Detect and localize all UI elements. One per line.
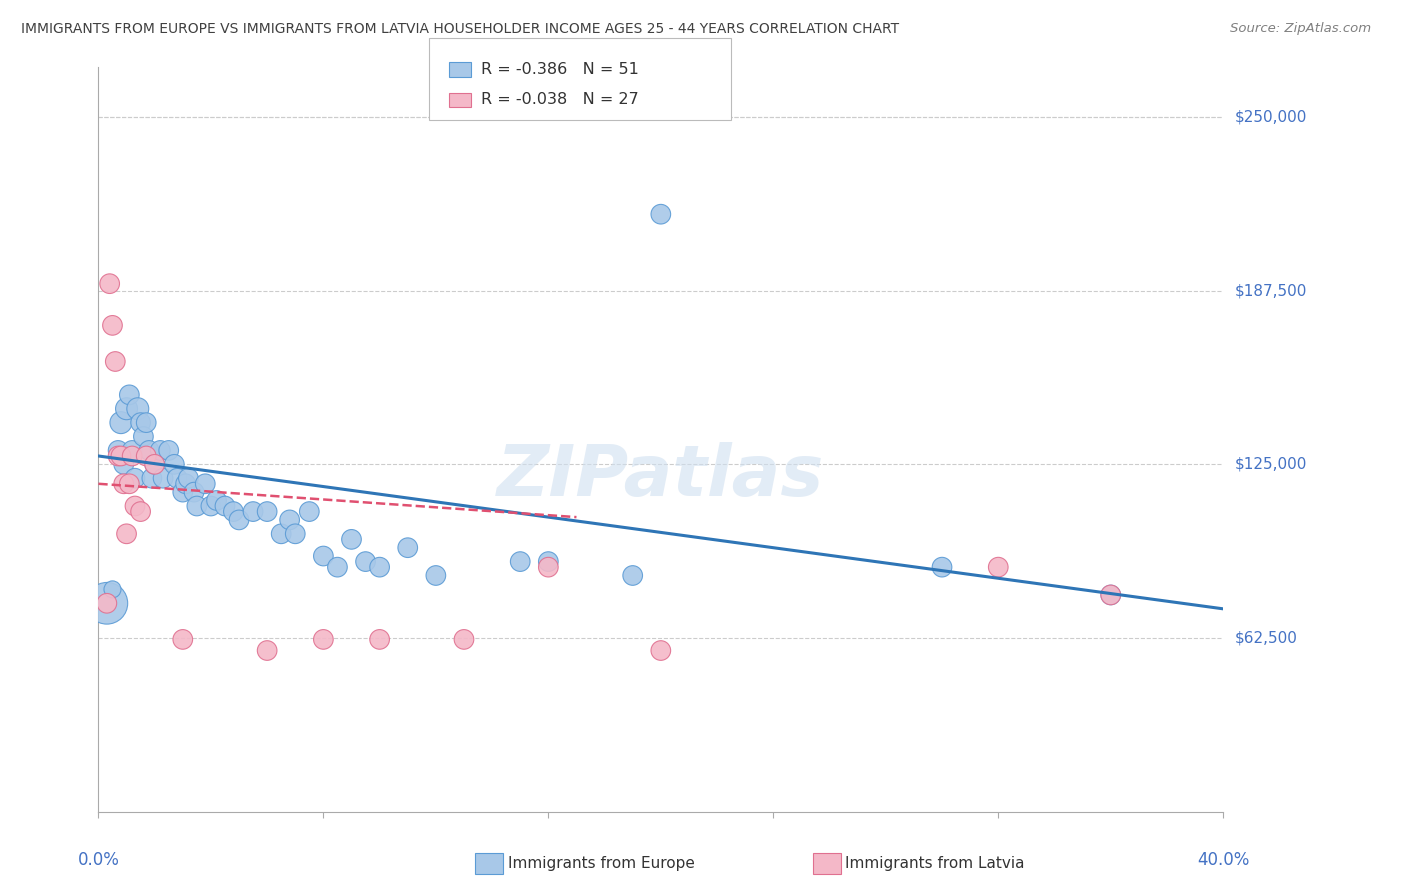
Point xyxy=(149,443,172,458)
Point xyxy=(166,471,188,485)
Point xyxy=(368,560,391,574)
Text: IMMIGRANTS FROM EUROPE VS IMMIGRANTS FROM LATVIA HOUSEHOLDER INCOME AGES 25 - 44: IMMIGRANTS FROM EUROPE VS IMMIGRANTS FRO… xyxy=(21,22,900,37)
Point xyxy=(222,505,245,519)
Point xyxy=(157,443,180,458)
Point xyxy=(143,458,166,472)
Point xyxy=(312,632,335,647)
Text: $62,500: $62,500 xyxy=(1234,631,1298,646)
Point xyxy=(96,596,118,610)
Point xyxy=(650,643,672,657)
Point xyxy=(135,449,157,463)
Point xyxy=(98,277,121,291)
Point xyxy=(129,416,152,430)
Text: R = -0.386   N = 51: R = -0.386 N = 51 xyxy=(481,62,638,77)
Point xyxy=(112,458,135,472)
Point xyxy=(228,513,250,527)
Point xyxy=(183,485,205,500)
Point xyxy=(621,568,644,582)
Point xyxy=(107,443,129,458)
Point xyxy=(931,560,953,574)
Point xyxy=(135,416,157,430)
Point xyxy=(141,471,163,485)
Point xyxy=(152,471,174,485)
Point xyxy=(1099,588,1122,602)
Point xyxy=(312,549,335,563)
Text: 0.0%: 0.0% xyxy=(77,851,120,869)
Point xyxy=(278,513,301,527)
Point xyxy=(650,207,672,221)
Text: ZIPatlas: ZIPatlas xyxy=(498,442,824,511)
Point xyxy=(110,449,132,463)
Text: $125,000: $125,000 xyxy=(1234,457,1306,472)
Point xyxy=(354,555,377,569)
Point xyxy=(425,568,447,582)
Point xyxy=(186,499,208,513)
Point xyxy=(124,471,146,485)
Point xyxy=(138,443,160,458)
Point xyxy=(298,505,321,519)
Point xyxy=(256,643,278,657)
Point xyxy=(326,560,349,574)
Point xyxy=(96,596,118,610)
Point xyxy=(132,429,155,443)
Point xyxy=(214,499,236,513)
Point xyxy=(121,449,143,463)
Point xyxy=(115,401,138,416)
Point xyxy=(194,476,217,491)
Text: R = -0.038   N = 27: R = -0.038 N = 27 xyxy=(481,93,638,107)
Point xyxy=(368,632,391,647)
Point xyxy=(509,555,531,569)
Point xyxy=(537,555,560,569)
Point xyxy=(200,499,222,513)
Text: Immigrants from Latvia: Immigrants from Latvia xyxy=(845,856,1025,871)
Point xyxy=(242,505,264,519)
Point xyxy=(453,632,475,647)
Point xyxy=(987,560,1010,574)
Point xyxy=(127,401,149,416)
Point xyxy=(284,526,307,541)
Text: Source: ZipAtlas.com: Source: ZipAtlas.com xyxy=(1230,22,1371,36)
Point xyxy=(172,632,194,647)
Point xyxy=(121,443,143,458)
Point xyxy=(270,526,292,541)
Point xyxy=(205,493,228,508)
Point xyxy=(101,582,124,597)
Text: 40.0%: 40.0% xyxy=(1197,851,1250,869)
Point xyxy=(110,416,132,430)
Point xyxy=(112,476,135,491)
Point xyxy=(163,458,186,472)
Point xyxy=(143,458,166,472)
Point xyxy=(1099,588,1122,602)
Point xyxy=(396,541,419,555)
Point xyxy=(115,526,138,541)
Text: Immigrants from Europe: Immigrants from Europe xyxy=(508,856,695,871)
Point xyxy=(174,476,197,491)
Text: $187,500: $187,500 xyxy=(1234,283,1306,298)
Text: $250,000: $250,000 xyxy=(1234,110,1306,124)
Point xyxy=(104,354,127,368)
Point xyxy=(172,485,194,500)
Point xyxy=(118,476,141,491)
Point xyxy=(118,388,141,402)
Point xyxy=(256,505,278,519)
Point xyxy=(124,499,146,513)
Point xyxy=(129,505,152,519)
Point xyxy=(177,471,200,485)
Point xyxy=(537,560,560,574)
Point xyxy=(340,533,363,547)
Point xyxy=(107,449,129,463)
Point xyxy=(101,318,124,333)
